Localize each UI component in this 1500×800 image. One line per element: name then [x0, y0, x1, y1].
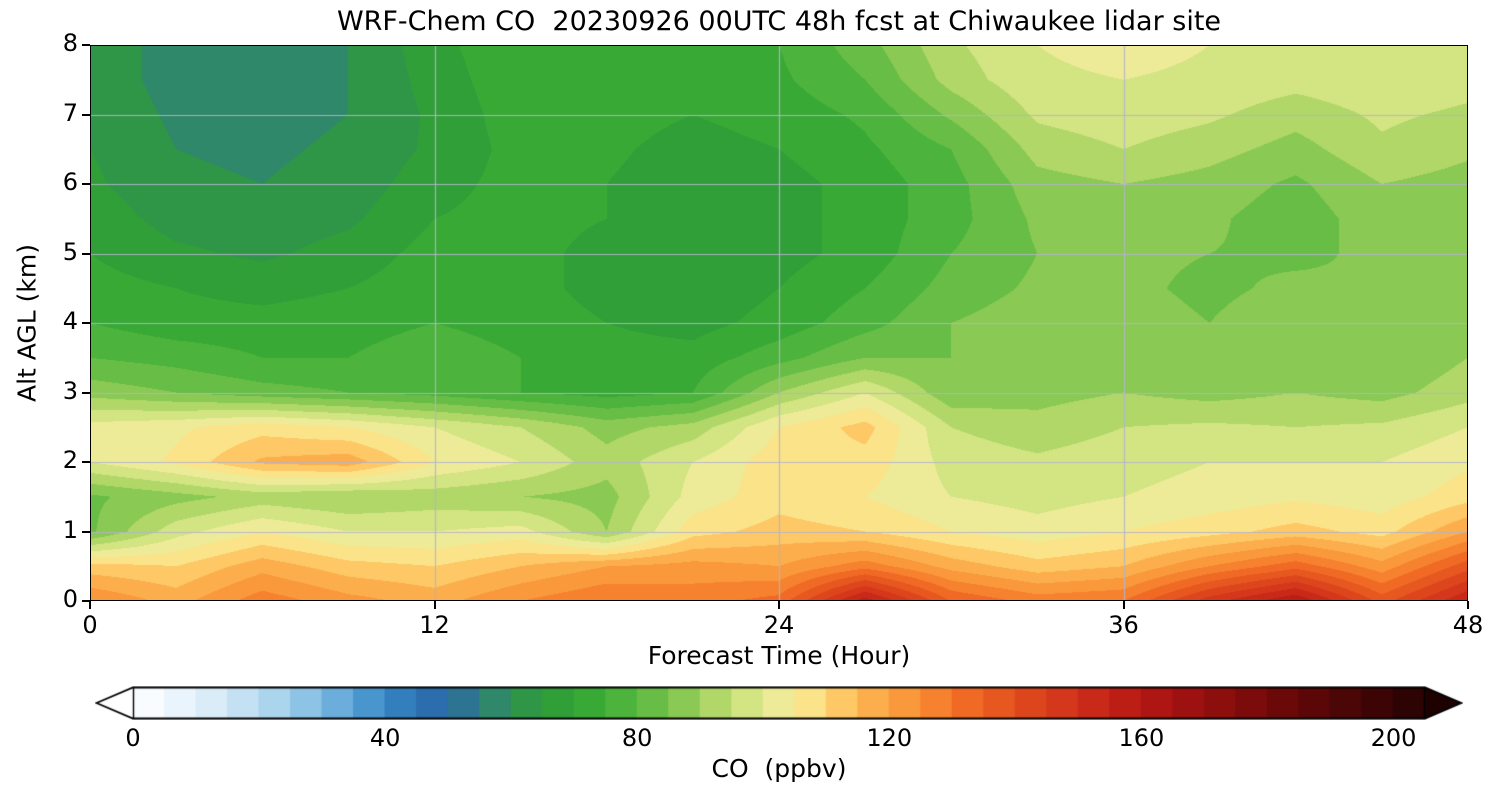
- y-tick-mark: [82, 391, 90, 394]
- y-tick-mark: [82, 530, 90, 533]
- y-tick-mark: [82, 461, 90, 463]
- colorbar-tick-label: 120: [866, 724, 913, 752]
- colorbar-tick-label: 160: [1118, 724, 1165, 752]
- y-tick-mark: [82, 44, 90, 46]
- x-tick-mark: [778, 601, 780, 609]
- plot-area: [90, 45, 1468, 601]
- colorbar-label: CO (ppbv): [711, 754, 847, 783]
- y-tick-label: 7: [62, 98, 78, 127]
- x-tick-label: 48: [1452, 611, 1484, 639]
- y-tick-mark: [82, 322, 90, 324]
- y-tick-mark: [82, 600, 90, 602]
- y-tick-label: 0: [62, 585, 78, 613]
- y-tick-mark: [82, 252, 90, 255]
- y-tick-label: 3: [62, 376, 78, 405]
- y-tick-mark: [82, 183, 90, 185]
- y-tick-label: 5: [62, 237, 78, 266]
- y-tick-label: 6: [62, 168, 78, 196]
- colorbar-tick-label: 40: [369, 724, 401, 752]
- y-tick-label: 8: [62, 29, 78, 57]
- x-tick-mark: [1122, 601, 1125, 609]
- y-tick-label: 4: [62, 307, 78, 335]
- x-tick-label: 24: [763, 611, 795, 639]
- colorbar-tick-label: 200: [1370, 724, 1417, 752]
- y-tick-label: 2: [62, 446, 78, 474]
- x-tick-label: 36: [1108, 611, 1139, 639]
- y-tick-mark: [82, 113, 90, 116]
- x-axis-label: Forecast Time (Hour): [647, 641, 911, 670]
- colorbar-tick-label: 80: [621, 724, 653, 752]
- chart-title: WRF-Chem CO 20230926 00UTC 48h fcst at C…: [336, 6, 1222, 37]
- colorbar-tick-label: 0: [125, 724, 141, 752]
- x-tick-label: 0: [82, 611, 98, 639]
- y-tick-label: 1: [62, 515, 78, 544]
- x-tick-mark: [89, 601, 91, 609]
- x-tick-mark: [433, 601, 436, 609]
- x-tick-label: 12: [419, 611, 450, 639]
- heatmap-canvas: [90, 45, 1468, 601]
- x-tick-mark: [1467, 601, 1469, 609]
- colorbar-canvas: [95, 686, 1463, 720]
